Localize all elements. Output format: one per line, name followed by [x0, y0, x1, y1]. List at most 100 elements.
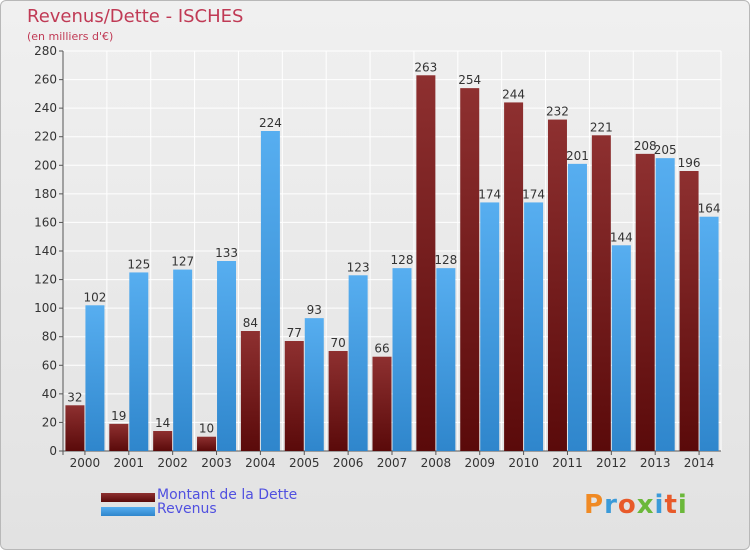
value-label: 19 [111, 409, 126, 423]
logo-letter: t [664, 490, 678, 520]
x-tick-label: 2007 [377, 456, 408, 470]
chart-subtitle: (en milliers d'€) [27, 30, 114, 43]
value-label: 84 [243, 316, 258, 330]
bar-dette [284, 341, 304, 451]
value-label: 164 [698, 202, 721, 216]
bar-revenus [567, 163, 587, 451]
y-tick-label: 80 [42, 330, 57, 344]
x-tick-label: 2001 [114, 456, 145, 470]
bar-revenus [304, 318, 324, 451]
bar-revenus [524, 202, 544, 451]
bar-dette [416, 75, 436, 452]
value-label: 174 [522, 187, 545, 201]
bar-dette [65, 405, 85, 451]
x-tick-label: 2014 [684, 456, 715, 470]
bar-revenus [436, 268, 456, 451]
bar-revenus [129, 272, 149, 451]
x-tick-label: 2009 [464, 456, 495, 470]
value-label: 128 [391, 253, 414, 267]
y-tick-label: 240 [34, 101, 57, 115]
y-tick-label: 280 [34, 44, 57, 58]
value-label: 66 [374, 342, 389, 356]
value-label: 196 [678, 156, 701, 170]
x-tick-label: 2003 [201, 456, 232, 470]
bar-dette [328, 351, 348, 451]
value-label: 102 [83, 290, 106, 304]
y-tick-label: 120 [34, 273, 57, 287]
value-label: 10 [199, 422, 214, 436]
y-tick-label: 40 [42, 387, 57, 401]
value-labels: 32 102 19 125 14 127 10 133 84 224 77 93 70 123 66 128 2… [67, 60, 720, 435]
bar-dette [109, 423, 129, 451]
value-label: 125 [127, 257, 150, 271]
x-tick-label: 2000 [70, 456, 101, 470]
legend-swatch-revenus [101, 507, 155, 516]
x-tick-label: 2012 [596, 456, 627, 470]
bar-dette [591, 135, 611, 452]
logo-letter: r [604, 490, 618, 520]
y-tick-label: 100 [34, 301, 57, 315]
chart-title: Revenus/Dette - ISCHES [27, 6, 244, 27]
value-label: 127 [171, 255, 194, 269]
x-tick-label: 2005 [289, 456, 320, 470]
bar-revenus [611, 245, 631, 451]
bar-dette [240, 331, 260, 451]
y-tick-label: 200 [34, 158, 57, 172]
y-tick-label: 20 [42, 415, 57, 429]
bar-revenus [348, 275, 368, 451]
bar-revenus [655, 158, 675, 451]
logo-letter: i [654, 490, 665, 520]
x-tick-label: 2002 [157, 456, 188, 470]
value-label: 244 [502, 87, 525, 101]
bar-revenus [392, 268, 412, 451]
grid-lines [62, 50, 722, 452]
value-label: 174 [478, 187, 501, 201]
bar-revenus [480, 202, 500, 451]
y-tick-label: 140 [34, 244, 57, 258]
logo-letter: P [584, 490, 605, 520]
axes: 0 20 40 60 80 100 120 140 160 180 200 220 240 260 280 2… [34, 44, 721, 470]
y-tick-label: 180 [34, 187, 57, 201]
value-label: 263 [414, 60, 437, 74]
bar-dette [460, 88, 480, 452]
value-label: 144 [610, 230, 633, 244]
bar-revenus [217, 261, 237, 451]
bar-dette [372, 356, 392, 451]
bar-dette [679, 171, 699, 451]
bar-dette [197, 436, 217, 451]
value-label: 201 [566, 149, 589, 163]
x-tick-label: 2006 [333, 456, 364, 470]
value-label: 133 [215, 246, 238, 260]
value-label: 205 [654, 143, 677, 157]
legend-label-revenus: Revenus [157, 501, 217, 517]
value-label: 93 [307, 303, 322, 317]
value-label: 221 [590, 120, 613, 134]
logo-letter: x [636, 490, 655, 520]
value-label: 232 [546, 105, 569, 119]
y-tick-label: 0 [49, 444, 57, 458]
x-tick-label: 2010 [508, 456, 539, 470]
x-tick-label: 2004 [245, 456, 276, 470]
bar-revenus [699, 216, 719, 451]
value-label: 123 [347, 260, 370, 274]
y-tick-label: 260 [34, 73, 57, 87]
proxiti-logo: Proxiti [584, 490, 688, 520]
y-tick-label: 60 [42, 358, 57, 372]
logo-letter: o [617, 490, 637, 520]
x-tick-label: 2013 [640, 456, 671, 470]
bar-dette [153, 431, 173, 451]
bar-dette [635, 153, 655, 451]
y-tick-label: 160 [34, 215, 57, 229]
bar-dette [547, 119, 567, 452]
logo-letter: i [677, 490, 688, 520]
value-label: 254 [458, 73, 481, 87]
bar-revenus [173, 269, 193, 451]
x-tick-label: 2011 [552, 456, 583, 470]
legend-swatch-dette [101, 493, 155, 502]
value-label: 14 [155, 416, 170, 430]
value-label: 224 [259, 116, 282, 130]
value-label: 77 [287, 326, 302, 340]
value-label: 208 [634, 139, 657, 153]
